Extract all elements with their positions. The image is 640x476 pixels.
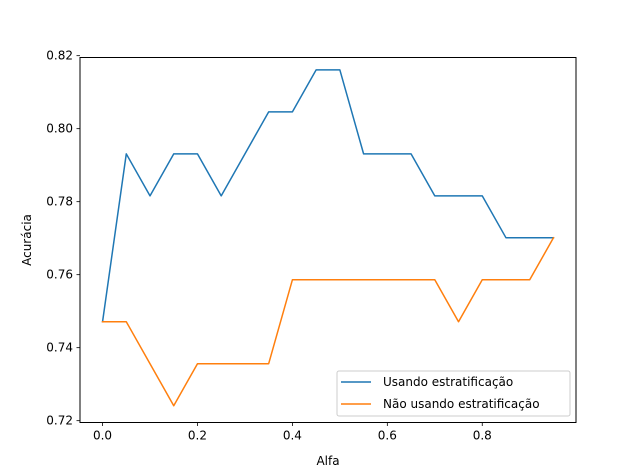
y-tick-label: 0.76 <box>46 268 73 282</box>
y-tick-label: 0.74 <box>46 341 73 355</box>
series-line-0 <box>101 69 555 323</box>
x-axis-label: Alfa <box>316 454 339 468</box>
y-axis-ticks: 0.72 0.74 0.76 0.78 0.80 0.82 <box>46 49 80 428</box>
x-tick-label: 0.6 <box>378 429 397 443</box>
x-tick-label: 0.4 <box>283 429 302 443</box>
legend-box <box>336 370 571 417</box>
plot-frame <box>79 57 577 423</box>
x-tick-label: 0.2 <box>188 429 207 443</box>
legend-label-usando: Usando estratificação <box>383 375 513 389</box>
x-axis-ticks: 0.0 0.2 0.4 0.6 0.8 <box>93 422 492 443</box>
y-tick-label: 0.72 <box>46 414 73 428</box>
legend-label-nao-usando: Não usando estratificação <box>383 397 540 411</box>
legend: Usando estratificação Não usando estrati… <box>336 370 571 417</box>
x-tick-label: 0.8 <box>473 429 492 443</box>
y-tick-label: 0.80 <box>46 122 73 136</box>
x-tick-label: 0.0 <box>93 429 112 443</box>
y-tick-label: 0.82 <box>46 49 73 63</box>
series-lines <box>101 69 555 407</box>
series-line-1 <box>101 236 555 407</box>
y-tick-label: 0.78 <box>46 195 73 209</box>
y-axis-label: Acurácia <box>20 214 34 266</box>
